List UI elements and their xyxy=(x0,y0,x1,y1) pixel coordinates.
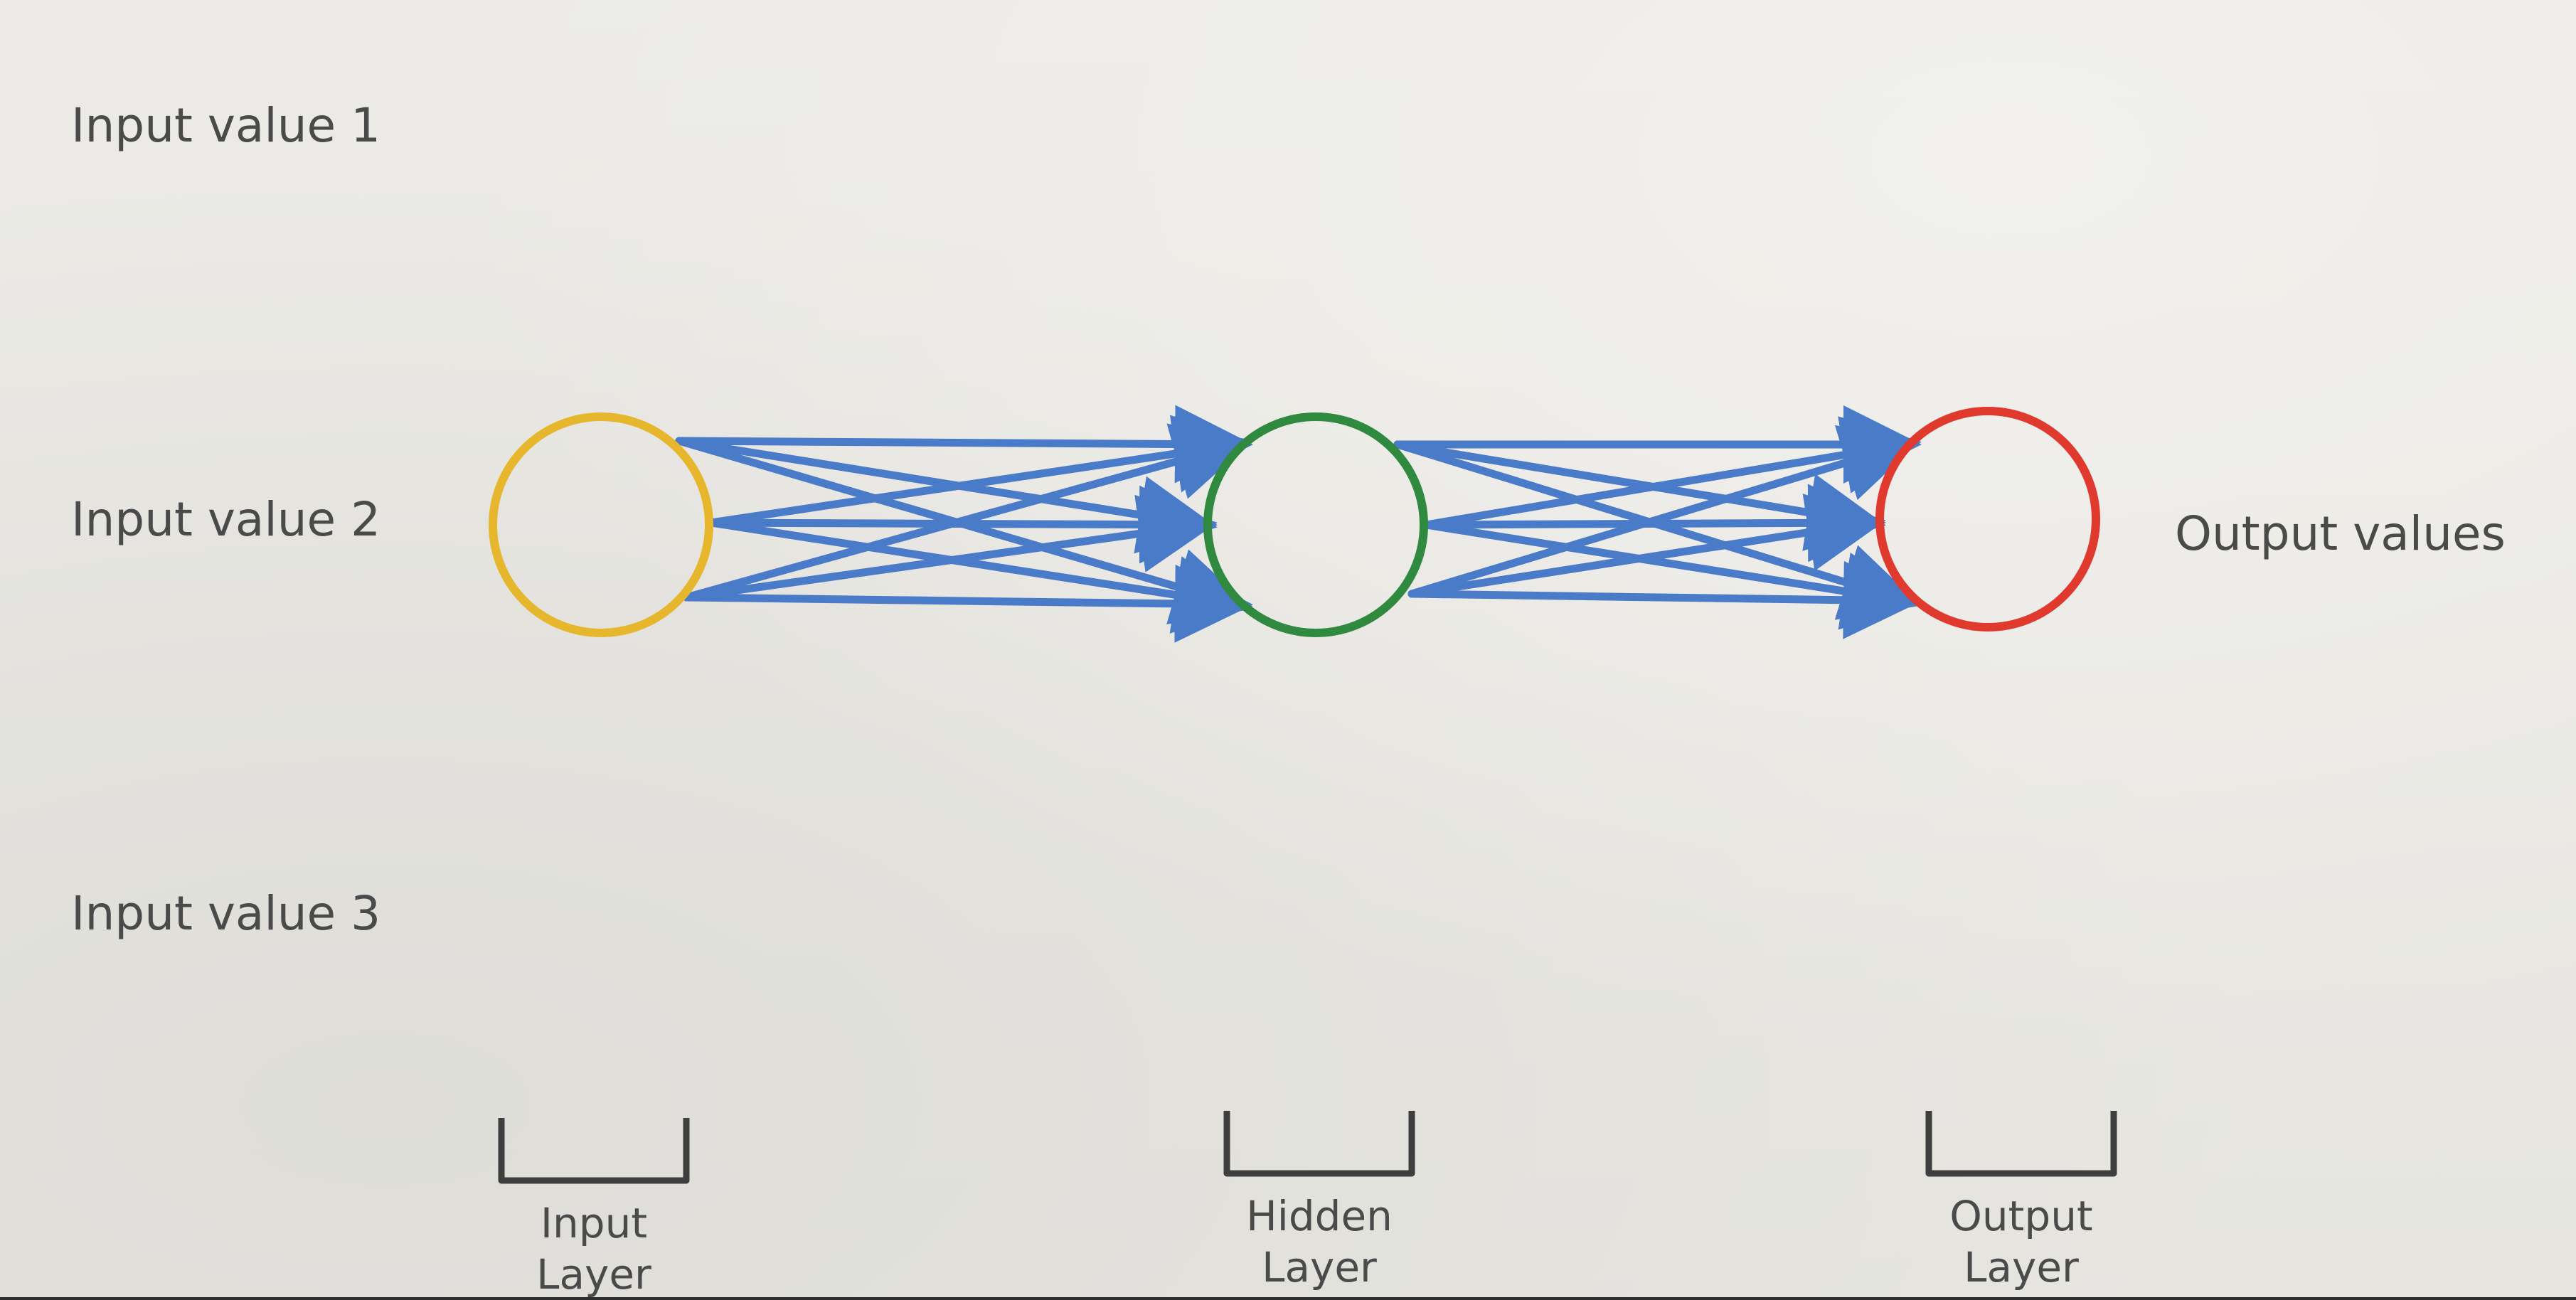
arrow xyxy=(1407,560,1922,639)
input-layer-caption-line2: Layer xyxy=(536,1250,651,1299)
arrow xyxy=(682,423,1253,602)
input-value-2-label: Input value 2 xyxy=(71,492,381,547)
arrow xyxy=(1407,425,1922,598)
output-layer-caption-line2: Layer xyxy=(1964,1243,2079,1291)
output-node xyxy=(1875,407,2100,632)
hidden-layer-bracket xyxy=(1223,1111,1415,1177)
arrow xyxy=(1422,521,1922,630)
hidden-to-output-arrows xyxy=(1393,405,1922,639)
input-node xyxy=(489,412,713,637)
arrow xyxy=(1393,440,1886,551)
hidden-layer-caption-line2: Layer xyxy=(1262,1243,1377,1291)
arrow xyxy=(1422,416,1922,529)
input-layer-caption: Input Layer xyxy=(466,1198,722,1300)
input-value-3-label: Input value 3 xyxy=(71,886,381,941)
arrow xyxy=(682,564,1253,643)
arrow xyxy=(682,494,1218,602)
output-layer-caption: Output Layer xyxy=(1893,1190,2149,1293)
input-value-1-label: Input value 1 xyxy=(71,98,381,153)
output-values-label: Output values xyxy=(2175,506,2506,561)
bottom-edge xyxy=(0,1297,2576,1300)
arrow xyxy=(707,415,1253,527)
input-to-hidden-arrows xyxy=(675,405,1253,643)
input-layer-caption-line1: Input xyxy=(540,1199,648,1247)
output-layer-bracket xyxy=(1925,1111,2117,1177)
arrow xyxy=(707,518,1253,634)
hidden-layer-caption-line1: Hidden xyxy=(1246,1192,1393,1240)
hidden-node xyxy=(1203,412,1428,637)
output-layer-caption-line1: Output xyxy=(1949,1192,2093,1240)
hidden-layer-caption: Hidden Layer xyxy=(1191,1190,1447,1293)
arrow xyxy=(1407,494,1886,598)
input-layer-bracket xyxy=(498,1118,690,1184)
arrow xyxy=(675,405,1253,484)
arrow xyxy=(675,437,1218,554)
